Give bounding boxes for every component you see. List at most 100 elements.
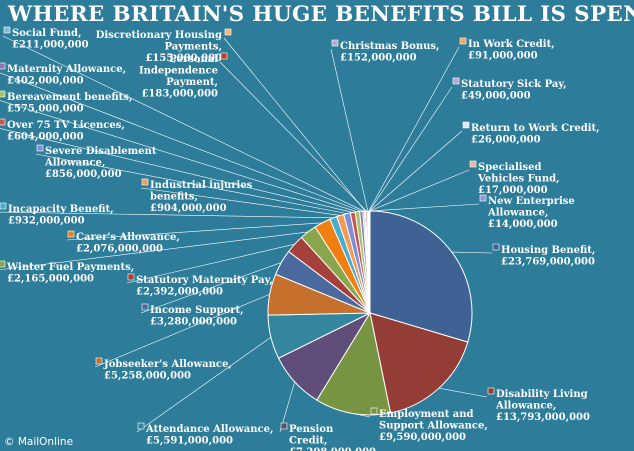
slice-label-statutory-sick-pay: Statutory Sick Pay, £49,000,000 <box>452 77 567 102</box>
legend-swatch <box>459 37 467 45</box>
legend-swatch <box>462 121 470 129</box>
legend-swatch <box>3 26 11 34</box>
slice-label-jobseeker-s-allowance: Jobseeker's Allowance, £5,258,000,000 <box>95 357 232 382</box>
slice-name-label: Winter Fuel Payments, <box>6 262 134 273</box>
slice-value-label: £2,076,000,000 <box>76 244 163 255</box>
slice-label-text: Severe Disablement Allowance, £856,000,000 <box>44 146 157 180</box>
slice-name-label: Over 75 TV Licences, <box>7 120 125 131</box>
legend-swatch <box>370 407 378 415</box>
slice-label-text: In Work Credit, £91,000,000 <box>468 39 555 62</box>
slice-label-specialised-vehicles-fund: Specialised Vehicles Fund, £17,000,000 <box>469 160 560 196</box>
legend-swatch <box>137 422 145 430</box>
slice-value-label: £2,392,000,000 <box>136 287 223 298</box>
leader-line <box>0 72 362 212</box>
leader-line <box>451 251 493 254</box>
slice-label-text: Winter Fuel Payments, £2,165,000,000 <box>6 262 134 285</box>
leader-line <box>35 153 348 214</box>
slice-name-label: Allowance, <box>495 401 556 412</box>
slice-value-label: £604,000,000 <box>7 132 84 143</box>
leader-line <box>0 211 334 219</box>
slice-label-personal-independence-payment: Personal Independence Payment, £183,000,000 <box>139 52 228 100</box>
slice-name-label: Allowance, <box>487 208 548 219</box>
legend-swatch <box>0 90 6 98</box>
slice-value-label: £152,000,000 <box>340 53 417 64</box>
slice-label-return-to-work-credit: Return to Work Credit, £26,000,000 <box>462 121 600 146</box>
slice-label-industrial-injuries-benefits: Industrial injuriesbenefits,£904,000,000 <box>141 178 253 214</box>
slice-name-label: Attendance Allowance, <box>145 424 273 435</box>
slice-label-maternity-allowance: Maternity Allowance, £402,000,000 <box>0 62 126 87</box>
leader-line <box>140 187 341 216</box>
leader-line <box>438 387 488 398</box>
slice-label-text: Income Support, £3,280,000,000 <box>150 305 244 328</box>
legend-swatch <box>0 202 7 210</box>
slice-label-income-support: Income Support, £3,280,000,000 <box>141 303 244 328</box>
slice-label-christmas-bonus: Christmas Bonus, £152,000,000 <box>331 39 440 64</box>
slice-name-label: Incapacity Benefit, <box>8 204 114 215</box>
slice-label-text: New Enterprise Allowance, £14,000,000 <box>487 196 575 230</box>
slice-value-label: £14,000,000 <box>488 219 558 230</box>
slice-name-label: Independence <box>139 66 218 77</box>
slice-value-label: £49,000,000 <box>461 91 531 102</box>
slice-label-text: Over 75 TV Licences, £604,000,000 <box>7 120 125 143</box>
slice-value-label: £183,000,000 <box>141 89 218 100</box>
leader-line <box>0 128 353 213</box>
slice-name-label: Employment and <box>379 409 474 420</box>
slice-value-label: £932,000,000 <box>8 216 85 227</box>
slice-label-disability-living-allowance: Disability Living Allowance, £13,793,000,0… <box>487 387 590 423</box>
slice-name-label: Statutory Sick Pay, <box>461 79 567 90</box>
slice-label-new-enterprise-allowance: New Enterprise Allowance, £14,000,000 <box>479 194 575 230</box>
slice-name-label: Statutory Maternity Pay, <box>136 275 273 286</box>
slice-value-label: £5,258,000,000 <box>104 371 191 382</box>
slice-value-label: £211,000,000 <box>12 40 89 51</box>
slice-label-discretionary-housing-payments: Discretionary Housing Payments, £155,000,0… <box>96 28 232 64</box>
legend-swatch <box>141 178 149 186</box>
leader-line <box>0 231 309 271</box>
leader-line <box>140 262 282 314</box>
slice-name-label: Severe Disablement <box>45 146 157 157</box>
slice-label-text: Incapacity Benefit, £932,000,000 <box>8 204 114 227</box>
legend-swatch <box>36 144 44 152</box>
slice-label-text: Christmas Bonus, £152,000,000 <box>340 41 440 64</box>
chart-title: WHERE BRITAIN'S HUGE BENEFITS BILL IS SP… <box>8 2 634 27</box>
leader-line <box>136 336 272 433</box>
legend-swatch <box>487 387 495 395</box>
slice-name-label: Specialised <box>478 162 542 173</box>
legend-swatch <box>95 357 103 365</box>
slice-value-label: £575,000,000 <box>7 104 84 115</box>
slice-label-text: Discretionary Housing Payments, £155,000,0… <box>96 30 222 64</box>
slice-value-label: £9,590,000,000 <box>379 432 466 443</box>
legend-swatch <box>224 28 232 36</box>
legend-swatch <box>220 52 228 60</box>
slice-value-label: £7,208,000,000 <box>289 447 376 451</box>
slice-name-label: Vehicles Fund, <box>477 174 560 185</box>
slice-value-label: £26,000,000 <box>471 135 541 146</box>
slice-value-label: £13,793,000,000 <box>496 412 590 423</box>
slice-value-label: £17,000,000 <box>478 185 548 196</box>
slice-label-severe-disablement-allowance: Severe Disablement Allowance, £856,000,000 <box>36 144 157 180</box>
slice-name-label: Support Allowance, <box>379 421 488 432</box>
slice-label-statutory-maternity-pay: Statutory Maternity Pay, £2,392,000,000 <box>127 273 273 298</box>
leader-line <box>369 169 470 212</box>
legend-swatch <box>0 118 6 126</box>
slice-value-label: £23,769,000,000 <box>501 257 595 268</box>
leader-line <box>219 61 367 212</box>
slice-label-text: Personal Independence Payment, £183,000,000 <box>139 54 218 100</box>
slice-label-in-work-credit: In Work Credit, £91,000,000 <box>459 37 555 62</box>
slice-label-text: Carer's Allowance, £2,076,000,000 <box>76 232 180 255</box>
slice-label-text: Housing Benefit, £23,769,000,000 <box>501 245 595 268</box>
slice-name-label: Credit, <box>289 436 327 447</box>
slice-name-label: Return to Work Credit, <box>471 123 600 134</box>
slice-name-label: Pension <box>289 424 334 435</box>
legend-swatch <box>141 303 149 311</box>
slice-value-label: £904,000,000 <box>150 203 227 214</box>
pie-slice-housing-benefit <box>369 210 473 343</box>
slice-value-label: £91,000,000 <box>468 51 538 62</box>
leader-line <box>369 130 463 212</box>
leader-line <box>330 48 369 212</box>
slice-label-winter-fuel-payments: Winter Fuel Payments, £2,165,000,000 <box>0 260 134 285</box>
legend-swatch <box>0 62 6 70</box>
slice-label-text: Disability Living Allowance, £13,793,000,0… <box>495 389 590 423</box>
legend-swatch <box>479 194 487 202</box>
